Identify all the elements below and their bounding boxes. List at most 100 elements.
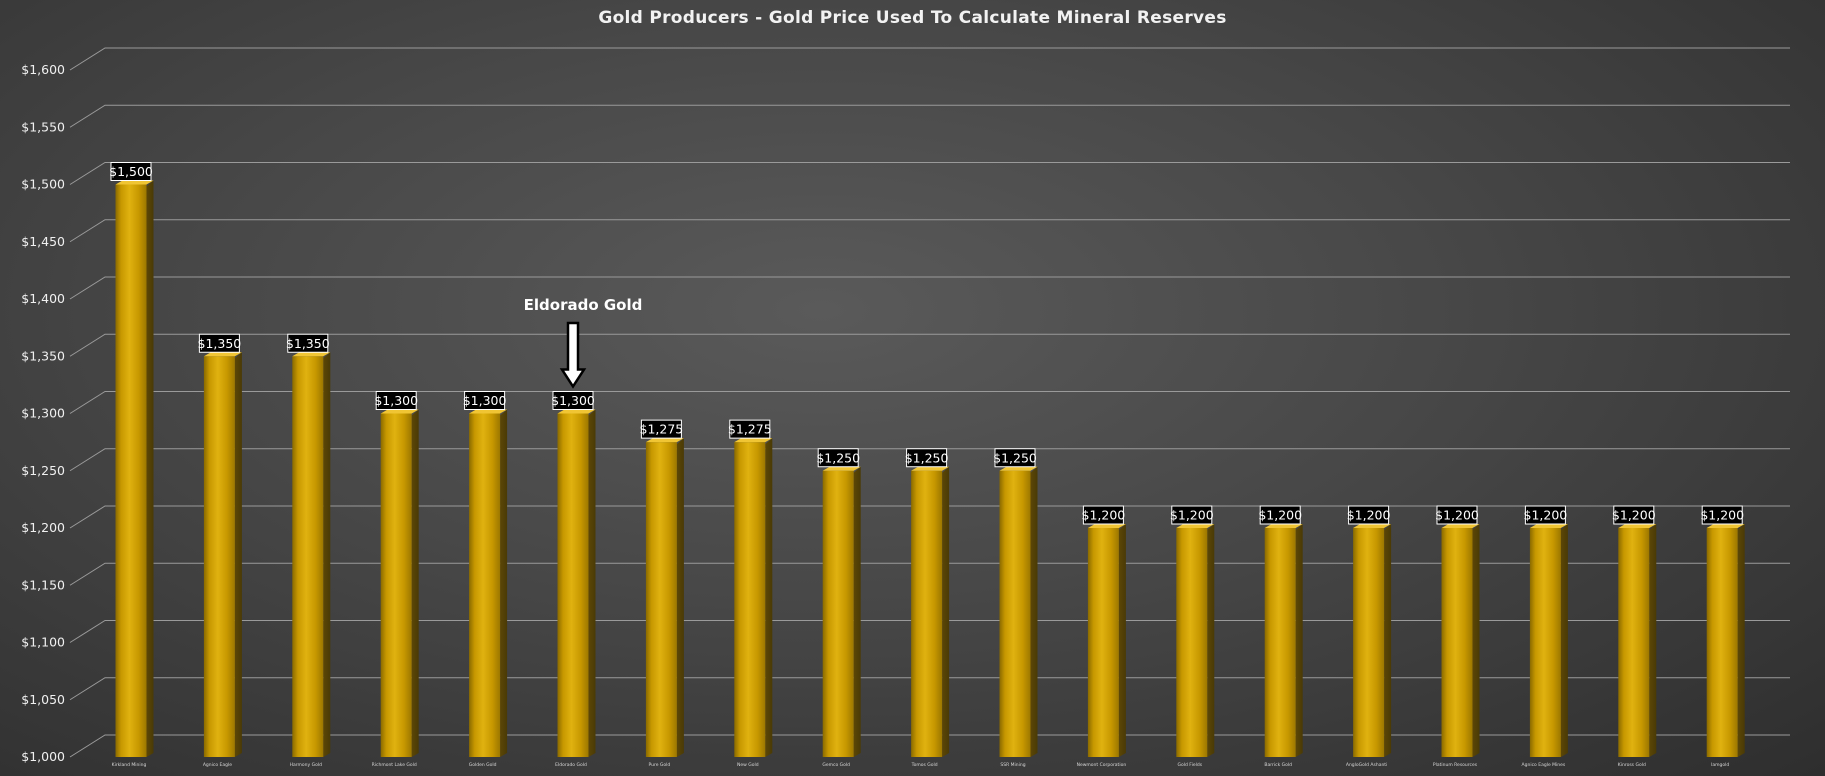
bar-front xyxy=(203,356,235,757)
data-label-box xyxy=(1171,505,1213,525)
x-tick-label: Barrick Gold xyxy=(1264,762,1292,768)
bar-front xyxy=(557,413,589,757)
y-tick-label: $1,000 xyxy=(21,749,65,764)
bar-front xyxy=(115,184,147,757)
x-tick-label: Kirkland Mining xyxy=(112,762,147,768)
data-label-box xyxy=(110,162,152,181)
bar-top xyxy=(1176,524,1215,528)
bar-top xyxy=(469,409,508,414)
data-label-box xyxy=(640,419,682,439)
bar-side xyxy=(146,180,154,757)
bar-front xyxy=(1353,528,1385,757)
y-tick-label: $1,200 xyxy=(21,520,65,535)
data-label-box xyxy=(1348,505,1390,525)
bar-top xyxy=(999,466,1038,471)
x-tick-label: Richmont Lake Gold xyxy=(372,762,417,768)
down-arrow-icon xyxy=(559,321,587,389)
bar-side xyxy=(1737,524,1745,757)
y-tick-label: $1,400 xyxy=(21,291,65,306)
y-tick-label: $1,300 xyxy=(21,406,65,421)
x-tick-label: Harmony Gold xyxy=(290,762,322,768)
data-label: $1,200 xyxy=(1435,505,1479,525)
bar-side xyxy=(676,438,684,757)
bar-front xyxy=(822,470,854,757)
data-label-text: $1,250 xyxy=(905,450,949,465)
data-label-text: $1,250 xyxy=(993,450,1037,465)
gridline xyxy=(69,677,1790,701)
gridline xyxy=(69,734,1790,758)
y-tick-label: $1,350 xyxy=(21,348,65,363)
bar xyxy=(115,180,154,757)
x-tick-label: Platinum Resources xyxy=(1433,762,1478,768)
bar-top xyxy=(1706,524,1745,528)
bar xyxy=(645,438,684,757)
data-label-text: $1,200 xyxy=(1170,508,1214,523)
x-tick-label: SSR Mining xyxy=(1000,762,1025,768)
data-label-text: $1,200 xyxy=(1435,508,1479,523)
bar-front xyxy=(1441,528,1473,757)
bar-side xyxy=(765,438,773,757)
bar-top xyxy=(557,409,596,414)
bar-front xyxy=(292,356,324,757)
data-label-box xyxy=(287,333,329,353)
gridline xyxy=(69,333,1790,357)
data-label-text: $1,300 xyxy=(374,393,418,408)
bar-side xyxy=(942,466,950,757)
data-label-text: $1,200 xyxy=(1082,508,1126,523)
gridline xyxy=(69,47,1790,71)
data-label-text: $1,275 xyxy=(640,422,684,437)
bar-side xyxy=(1384,524,1392,757)
bar-side xyxy=(1472,524,1480,757)
bar xyxy=(734,438,773,757)
gridline xyxy=(69,391,1790,414)
bar-front xyxy=(734,442,766,757)
bar-side xyxy=(1560,524,1568,757)
bar-front xyxy=(1706,528,1738,757)
bar-side xyxy=(1118,524,1126,757)
x-tick-label: Eldorado Gold xyxy=(555,762,587,768)
bar xyxy=(1529,524,1568,757)
data-label-text: $1,200 xyxy=(1347,508,1391,523)
bar xyxy=(1264,524,1303,757)
bar-side xyxy=(500,409,508,757)
data-label-box xyxy=(994,448,1036,468)
bar-front xyxy=(1087,528,1119,757)
bar xyxy=(822,466,861,757)
annotation-text: Eldorado Gold xyxy=(524,296,643,314)
data-label: $1,300 xyxy=(374,391,418,410)
bar-front xyxy=(999,470,1031,757)
y-axis-ticks: $1,000 $1,050 $1,100 $1,150 $1,200 $1,250 $1,3… xyxy=(21,62,65,764)
data-label-text: $1,200 xyxy=(1612,508,1656,523)
bar-top xyxy=(1353,524,1392,528)
gridline xyxy=(69,620,1790,643)
gridline xyxy=(69,219,1790,243)
bar-side xyxy=(1030,466,1038,757)
data-labels: $1,500 $1,350 $1,350 $1,300 $1,300 $1,300 $1,2… xyxy=(109,162,1744,525)
data-label: $1,500 xyxy=(109,162,153,181)
bar-top xyxy=(115,180,154,185)
bar-side xyxy=(323,352,331,757)
bar-top xyxy=(1441,524,1480,528)
bar-side xyxy=(411,409,419,757)
bar-top xyxy=(380,409,419,414)
bar-side xyxy=(234,352,242,757)
y-tick-label: $1,600 xyxy=(21,62,65,77)
data-label-box xyxy=(729,419,771,439)
bar xyxy=(999,466,1038,757)
x-tick-label: Gemco Gold xyxy=(822,762,850,768)
data-label-text: $1,300 xyxy=(551,393,595,408)
data-label-box xyxy=(1701,505,1743,525)
data-label: $1,275 xyxy=(728,419,772,439)
data-label-box xyxy=(906,448,948,468)
bar xyxy=(203,352,242,757)
gridline xyxy=(69,104,1790,128)
bar-front xyxy=(1176,528,1208,757)
bar xyxy=(1618,524,1657,757)
data-label-box xyxy=(1524,505,1566,525)
gridline xyxy=(69,162,1790,185)
bar xyxy=(1087,524,1126,757)
bar-top xyxy=(822,466,861,471)
gridline xyxy=(69,276,1790,300)
bar xyxy=(911,466,950,757)
